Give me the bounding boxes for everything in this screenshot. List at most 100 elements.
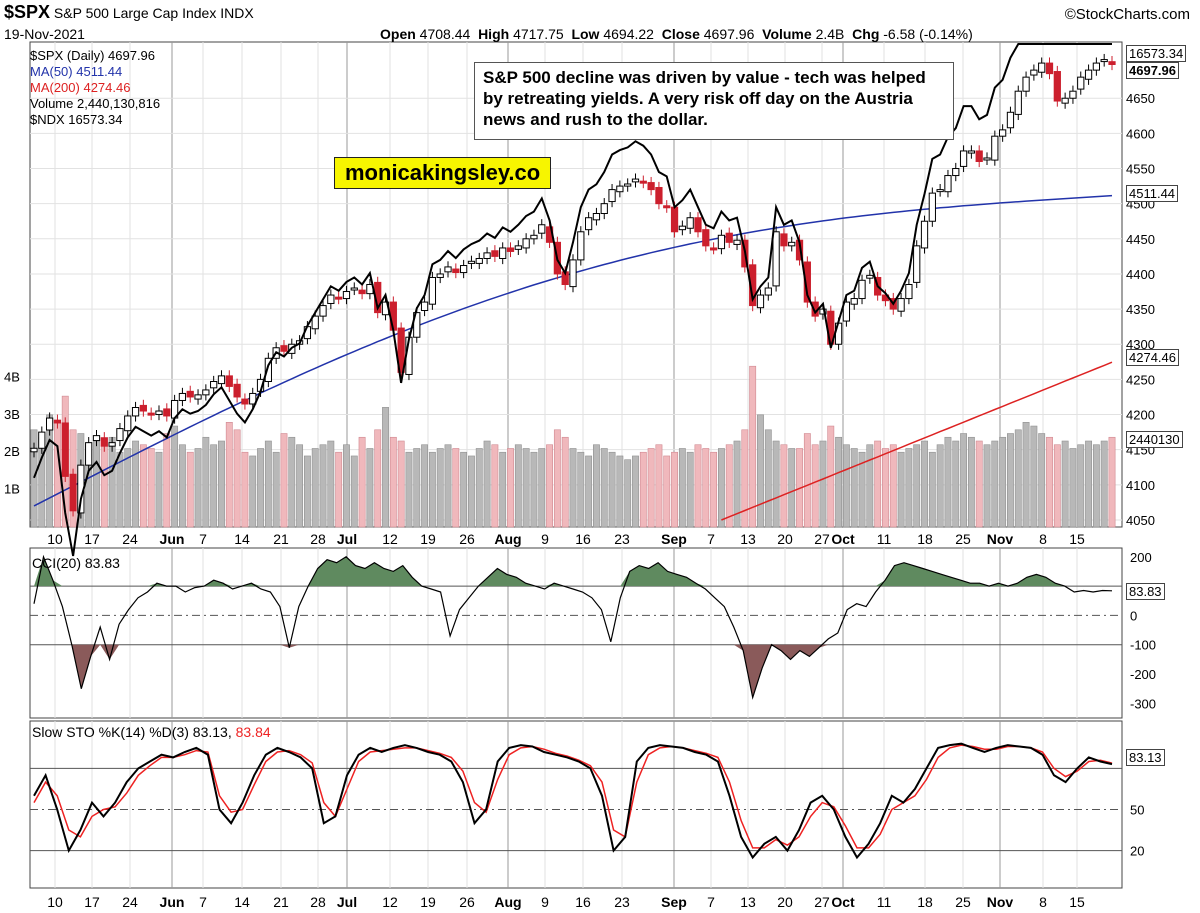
tick-label-sto: Jun <box>160 894 185 910</box>
volume-bar <box>897 451 905 528</box>
tick-label-sto: Aug <box>494 894 521 910</box>
volume-bar <box>30 429 38 528</box>
volume-bar <box>749 365 757 528</box>
volume-bar <box>717 448 725 528</box>
annotation-note: S&P 500 decline was driven by value - te… <box>474 62 954 140</box>
legend-ndx: $NDX 16573.34 <box>30 112 123 127</box>
volume-bar <box>624 459 632 528</box>
volume-bar <box>546 444 553 528</box>
candle-body <box>116 428 124 442</box>
cci-fill-positive <box>34 556 1112 587</box>
panel-frame-2 <box>29 720 1123 889</box>
volume-bar <box>1069 448 1077 528</box>
volume-bar <box>93 440 100 528</box>
volume-bar <box>249 455 257 528</box>
candle-body <box>241 398 249 405</box>
tick-label-sto: Jul <box>337 894 357 910</box>
volume-bar <box>647 448 655 528</box>
candle-body <box>499 247 507 259</box>
candle-body <box>694 217 702 233</box>
candle-body <box>803 261 811 303</box>
volume-bar <box>905 448 913 528</box>
volume-bar <box>335 451 343 528</box>
tick-label-price: Oct <box>831 531 855 547</box>
tick-label-sto: 21 <box>273 894 289 910</box>
sto-label: Slow STO %K(14) %D(3) 83.13, 83.84 <box>32 724 271 740</box>
volume-bar <box>608 451 616 528</box>
tick-label-sto: 15 <box>1069 894 1085 910</box>
candle-body <box>506 247 515 252</box>
price-tick-label: 4400 <box>1126 267 1155 282</box>
volume-tick-label: 3B <box>4 407 20 422</box>
tick-label-price: Jun <box>160 531 185 547</box>
volume-bar <box>694 444 702 528</box>
volume-bar <box>944 436 952 528</box>
volume-bar <box>397 440 405 528</box>
tick-label-price: 24 <box>122 531 138 547</box>
tick-label-price: 11 <box>877 531 892 547</box>
tick-label-sto: 13 <box>740 894 756 910</box>
tick-label-sto: Nov <box>987 894 1014 910</box>
volume-bar <box>405 451 413 528</box>
tick-label-price: 25 <box>955 531 971 547</box>
candle-body <box>1100 59 1108 63</box>
volume-bar <box>1030 425 1038 528</box>
ndx-line <box>33 43 1112 557</box>
low-label: Low <box>571 26 600 42</box>
volume-tick-label: 4B <box>4 369 20 384</box>
candle-body <box>678 225 686 231</box>
tick-label-sto: 26 <box>459 894 475 910</box>
volume-bar <box>303 455 311 528</box>
tick-label-price: 21 <box>273 531 289 547</box>
candle-body <box>780 233 788 247</box>
candle-body <box>975 150 983 162</box>
candle-body <box>311 315 319 330</box>
volume-bar <box>264 440 272 528</box>
volume-bar <box>178 444 186 528</box>
volume-bar <box>788 448 796 528</box>
brand-link[interactable]: ©StockCharts.com <box>1064 6 1190 23</box>
tick-label-price: 7 <box>199 531 207 547</box>
volume-bar <box>889 444 897 528</box>
close-value: 4697.96 <box>703 26 755 42</box>
tick-label-price: 28 <box>310 531 326 547</box>
legend-ma200: MA(200) 4274.46 <box>30 80 131 95</box>
volume-bar <box>600 448 608 528</box>
tick-label-price: 17 <box>84 531 100 547</box>
index-name: S&P 500 Large Cap Index <box>53 5 217 21</box>
candle-body <box>608 189 616 203</box>
price-tick-label: 4200 <box>1126 408 1155 423</box>
tick-label-price: 9 <box>541 531 549 547</box>
candle-body <box>108 442 116 447</box>
price-tick-label: 4050 <box>1126 513 1155 528</box>
volume-bar <box>233 429 241 528</box>
tick-label-sto: 27 <box>814 894 830 910</box>
candle-body <box>30 447 38 453</box>
volume-bar <box>999 436 1007 528</box>
tick-label-price: 8 <box>1039 531 1047 547</box>
candle-body <box>952 168 960 177</box>
candle-body <box>1045 62 1054 75</box>
candle-body <box>467 260 476 264</box>
volume-bar <box>577 451 585 528</box>
candle-body <box>538 224 546 234</box>
tick-label-price: Jul <box>337 531 357 547</box>
tag-ndx: 16573.34 <box>1126 45 1187 62</box>
tick-label-price: 16 <box>575 531 591 547</box>
volume-bar <box>358 436 366 528</box>
volume-bar <box>983 444 991 528</box>
candle-body <box>249 392 257 405</box>
volume-bar <box>54 422 61 528</box>
volume-bar <box>413 448 421 528</box>
tick-label-price: 19 <box>420 531 436 547</box>
volume-bar <box>1108 436 1116 528</box>
tick-label-sto: 20 <box>777 894 793 910</box>
ma200-line <box>721 361 1113 521</box>
volume-bar <box>327 440 335 528</box>
volume-bar <box>366 448 374 528</box>
tick-label-sto: 12 <box>382 894 398 910</box>
tick-label-price: 20 <box>777 531 793 547</box>
candle-body <box>569 259 577 288</box>
volume-bar <box>460 451 468 528</box>
volume-bar <box>553 429 561 528</box>
